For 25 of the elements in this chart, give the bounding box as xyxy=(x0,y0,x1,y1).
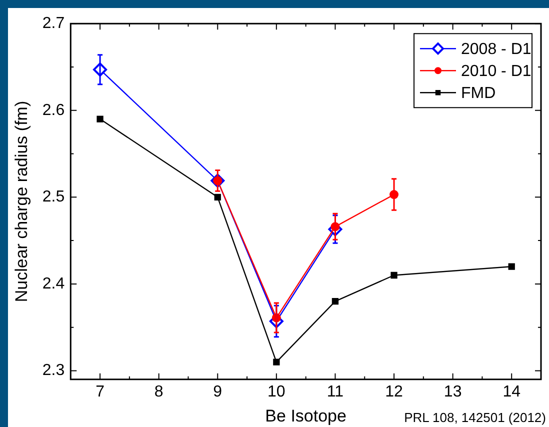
point xyxy=(214,194,221,200)
x-axis-title: Be Isotope xyxy=(265,406,346,426)
x-tick-label: 10 xyxy=(268,383,286,400)
x-tick-label: 9 xyxy=(213,383,222,400)
y-tick-label: 2.6 xyxy=(42,102,65,119)
y-tick-label: 2.3 xyxy=(42,362,65,380)
point xyxy=(96,116,104,122)
x-tick-label: 12 xyxy=(385,383,404,400)
x-tick-label: 13 xyxy=(444,383,462,400)
text: PRL 108, 142501 (2012) xyxy=(404,410,546,426)
y-tick-label: 2.7 xyxy=(42,15,65,32)
y-tick-label: 2.4 xyxy=(42,275,65,292)
legend-label: 2010 - D1 xyxy=(461,63,532,80)
point xyxy=(273,358,280,366)
x-tick-label: 8 xyxy=(154,383,164,400)
y-tick-label: 2.5 xyxy=(42,188,65,206)
point xyxy=(508,263,515,270)
legend-label: FMD xyxy=(461,85,496,102)
x-tick-label: 11 xyxy=(326,383,344,400)
point xyxy=(332,298,339,305)
x-tick-label: 7 xyxy=(96,383,105,400)
legend-label: 2008 - D1 xyxy=(461,41,532,58)
y-axis-title: Nuclear charge radius (fm) xyxy=(12,100,31,302)
point xyxy=(390,272,398,279)
x-tick-label: 14 xyxy=(502,383,521,400)
